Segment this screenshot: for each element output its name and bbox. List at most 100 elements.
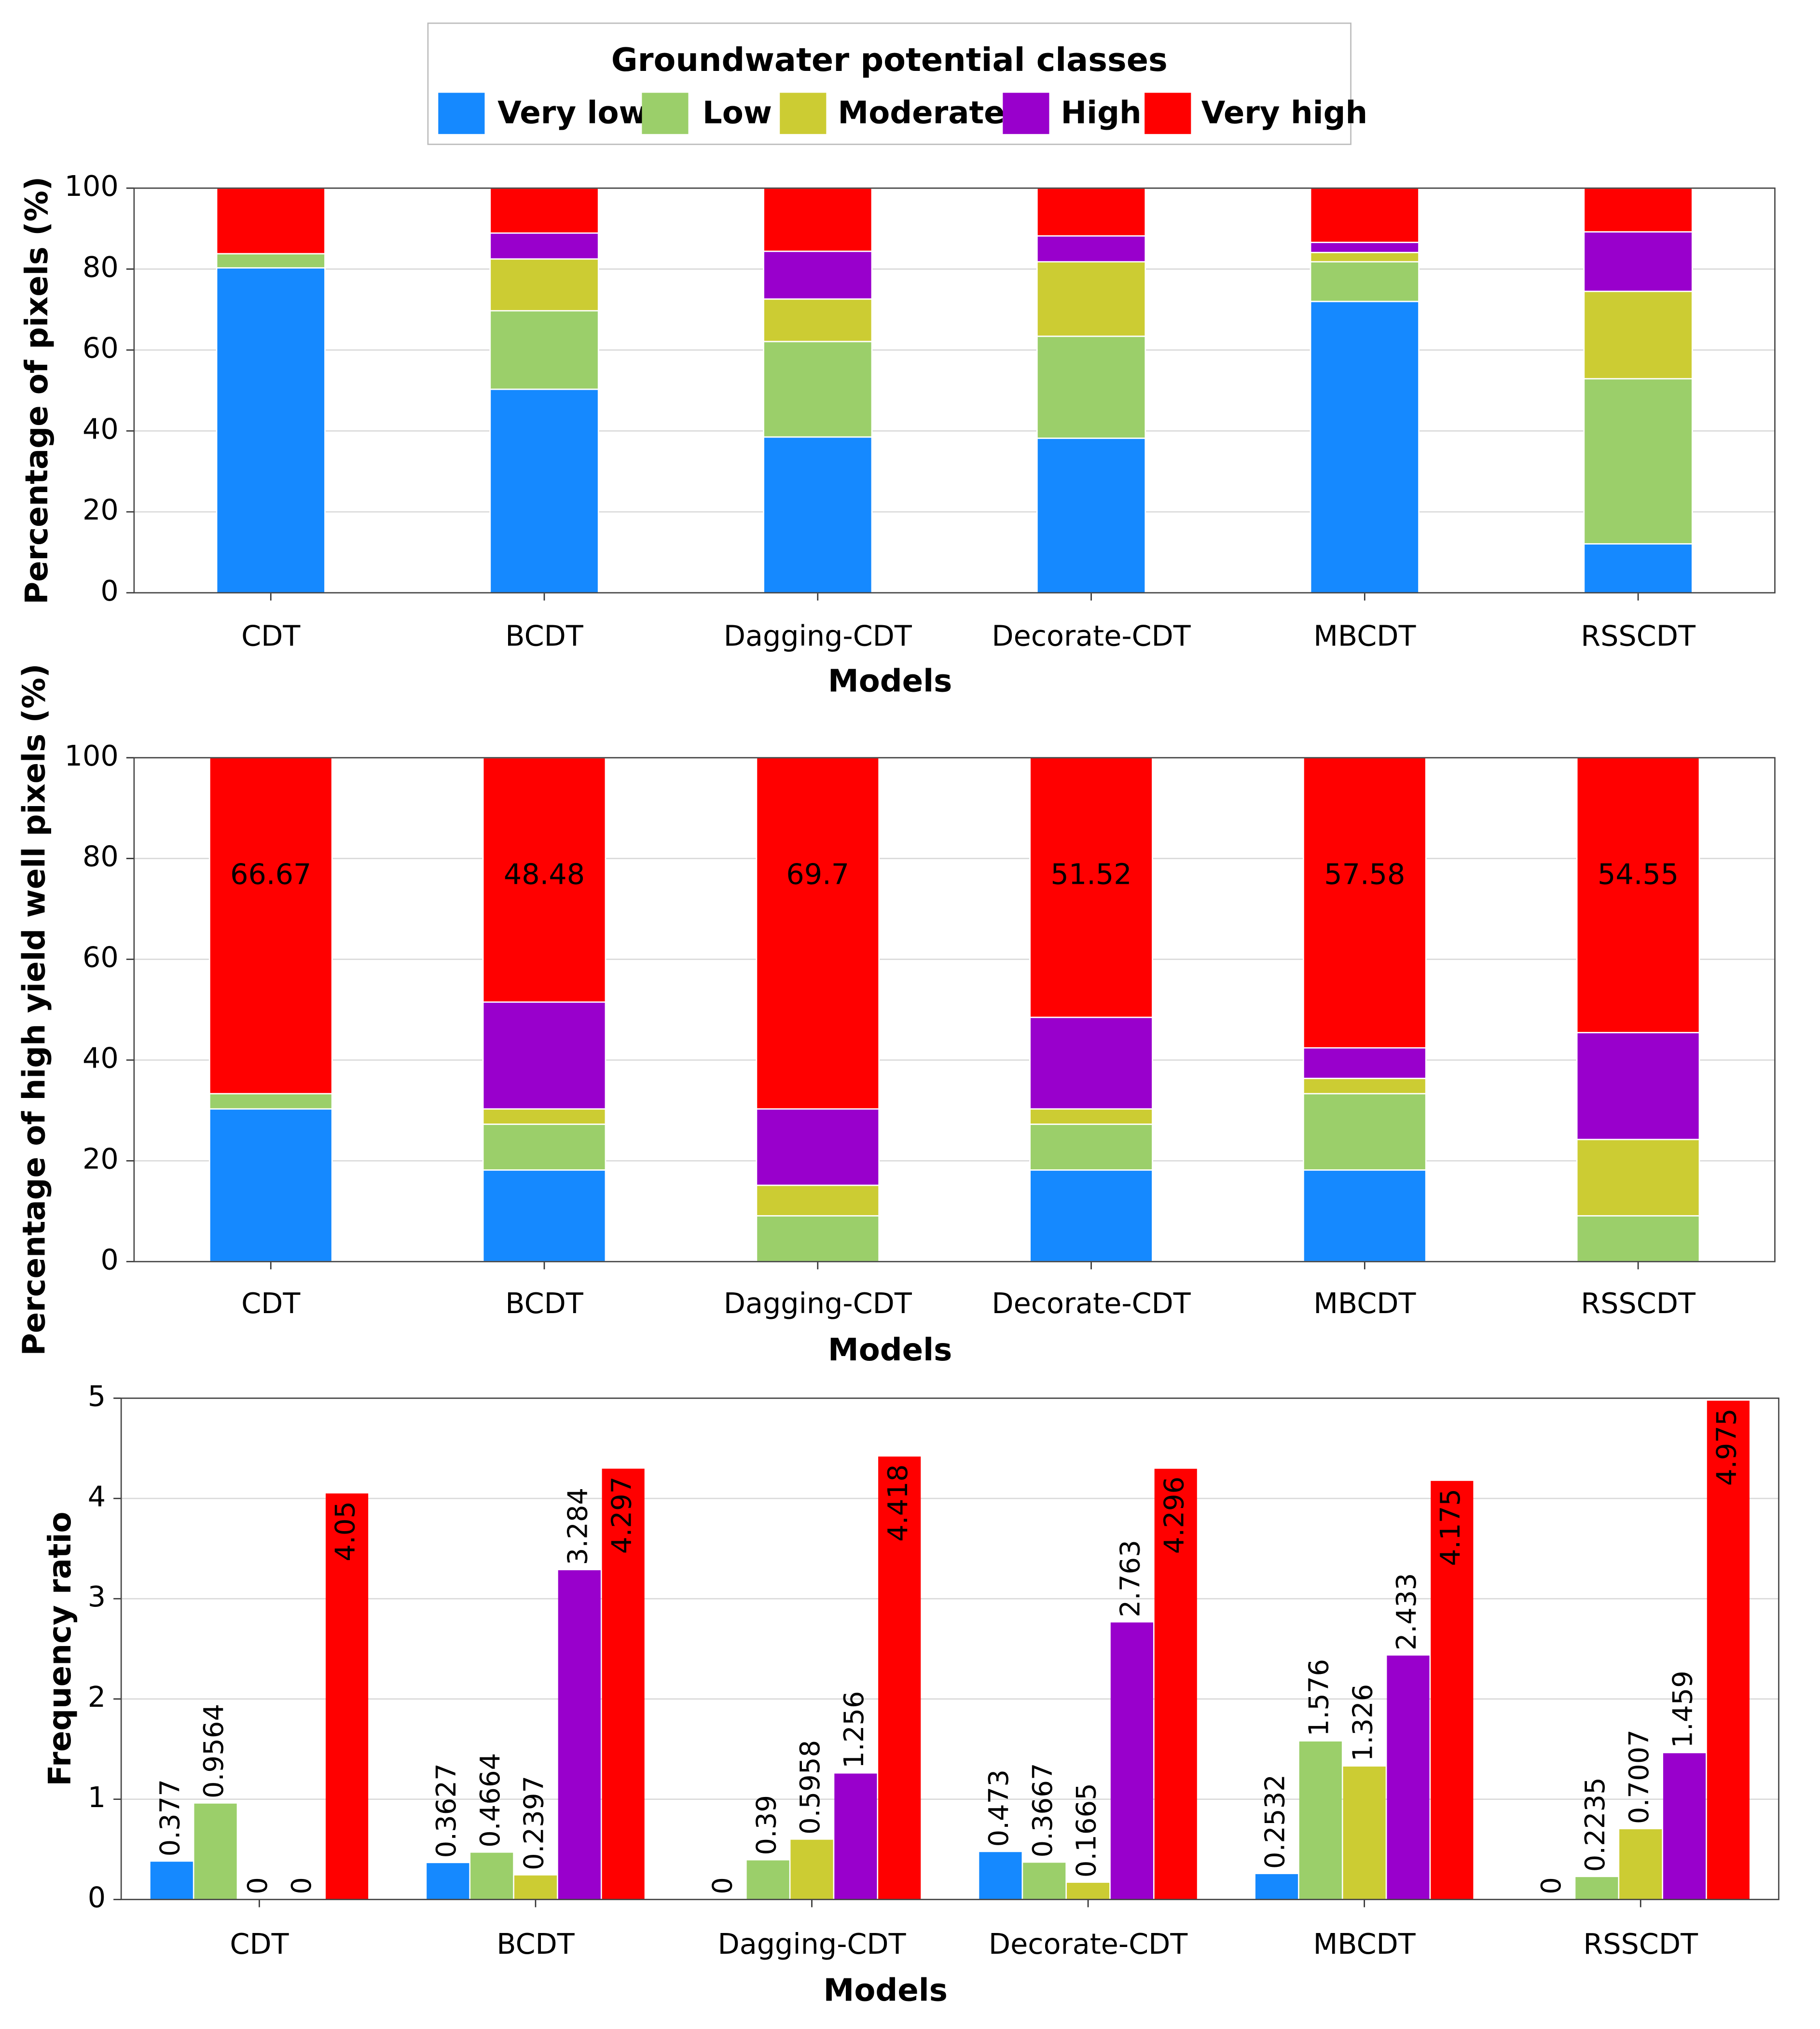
bar <box>150 1862 193 1900</box>
data-label: 0.4664 <box>475 1753 506 1848</box>
x-tick-label: BCDT <box>496 1927 575 1960</box>
y-tick-label: 80 <box>83 840 119 873</box>
bar <box>790 1839 833 1900</box>
bar <box>979 1852 1022 1900</box>
bar <box>1707 1400 1750 1900</box>
x-tick-label: MBCDT <box>1313 1287 1416 1320</box>
bar-segment <box>1310 242 1420 253</box>
bar <box>878 1456 921 1900</box>
bar <box>1431 1481 1474 1900</box>
bar <box>1343 1766 1386 1900</box>
bar <box>1255 1874 1298 1900</box>
x-tick-label: Dagging-CDT <box>724 1287 912 1320</box>
bar-segment <box>1029 1169 1153 1262</box>
bar <box>1067 1882 1110 1900</box>
bar-segment <box>209 1093 333 1110</box>
bar <box>746 1860 789 1900</box>
x-tick-label: Dagging-CDT <box>718 1927 907 1960</box>
bar-segment <box>1583 231 1693 292</box>
bar-segment <box>756 1184 880 1217</box>
y-tick-label: 5 <box>88 1379 106 1412</box>
bar-segment <box>482 1169 607 1262</box>
legend-swatch <box>780 93 827 134</box>
bar-segment <box>763 341 873 438</box>
bar-segment <box>1576 757 1700 1033</box>
bar <box>1299 1741 1342 1900</box>
x-tick-label: CDT <box>241 1287 301 1320</box>
bar-segment <box>209 757 333 1095</box>
data-label: 4.418 <box>882 1464 914 1542</box>
bar-segment <box>489 388 599 594</box>
data-label: 66.67 <box>230 858 311 891</box>
data-label: 4.05 <box>330 1501 361 1562</box>
bar-segment <box>756 757 880 1110</box>
y-axis-title: Percentage of high yield well pixels (%) <box>16 664 52 1356</box>
bar-segment <box>1036 335 1146 439</box>
bar <box>1619 1829 1662 1900</box>
x-tick-label: MBCDT <box>1313 1927 1416 1960</box>
y-tick-label: 20 <box>83 1142 119 1175</box>
bar <box>470 1852 513 1900</box>
x-tick-label: Decorate-CDT <box>989 1927 1188 1960</box>
bar-segment <box>482 1108 607 1125</box>
bar <box>558 1570 601 1900</box>
bar <box>1154 1468 1197 1900</box>
data-label: 0.2397 <box>519 1776 550 1870</box>
y-tick-label: 1 <box>88 1781 106 1814</box>
data-label: 0.1665 <box>1071 1783 1103 1878</box>
bar-segment <box>1310 261 1420 302</box>
x-tick-label: Decorate-CDT <box>992 1287 1191 1320</box>
bar-segment <box>1303 1093 1427 1171</box>
bar-segment <box>763 187 873 252</box>
x-tick-label: CDT <box>241 619 301 652</box>
bar <box>1023 1863 1066 1900</box>
bar <box>514 1875 557 1900</box>
legend-swatch <box>1003 93 1049 134</box>
y-axis-title: Percentage of pixels (%) <box>19 177 55 604</box>
data-label: 4.975 <box>1711 1409 1742 1486</box>
bar-segment <box>216 187 326 255</box>
bar-segment <box>216 253 326 269</box>
bar <box>1663 1753 1706 1900</box>
bar-segment <box>482 757 607 1003</box>
bar-segment <box>482 1001 607 1110</box>
bar <box>1110 1622 1153 1900</box>
bar-segment <box>209 1108 333 1262</box>
bar-segment <box>1029 757 1153 1018</box>
bar-segment <box>1583 290 1693 380</box>
data-label: 48.48 <box>504 858 585 891</box>
data-label: 0.7007 <box>1624 1729 1655 1824</box>
bar-segment <box>1029 1016 1153 1110</box>
data-label: 0.5958 <box>795 1740 826 1835</box>
bar <box>194 1803 237 1900</box>
bar <box>1387 1655 1430 1900</box>
bar-segment <box>1310 252 1420 263</box>
data-label: 57.58 <box>1324 858 1405 891</box>
legend-label: Very low <box>497 95 648 131</box>
plot-frame <box>133 757 1776 1262</box>
legend-box <box>427 22 1351 145</box>
bar <box>325 1493 369 1900</box>
bar-segment <box>1583 187 1693 233</box>
data-label: 3.284 <box>562 1488 593 1565</box>
y-tick-label: 100 <box>65 169 119 203</box>
plot-frame <box>120 1398 1779 1900</box>
y-tick-label: 20 <box>83 493 119 526</box>
bar <box>427 1863 469 1900</box>
bar-segment <box>1029 1124 1153 1171</box>
data-label: 2.433 <box>1391 1573 1422 1651</box>
bar-segment <box>1036 187 1146 237</box>
y-tick-label: 40 <box>83 1042 119 1075</box>
y-axis-title: Frequency ratio <box>42 1511 78 1786</box>
bar-segment <box>216 267 326 594</box>
bar-segment <box>1576 1138 1700 1217</box>
x-tick-label: BCDT <box>505 619 584 652</box>
legend-swatch <box>1144 93 1191 134</box>
data-label: 0.39 <box>751 1795 782 1855</box>
data-label: 0.2532 <box>1260 1774 1291 1869</box>
y-tick-label: 4 <box>88 1480 106 1513</box>
data-label: 0 <box>707 1877 739 1894</box>
legend-label: High <box>1061 95 1142 131</box>
bar <box>602 1468 645 1900</box>
bar <box>1575 1877 1618 1900</box>
